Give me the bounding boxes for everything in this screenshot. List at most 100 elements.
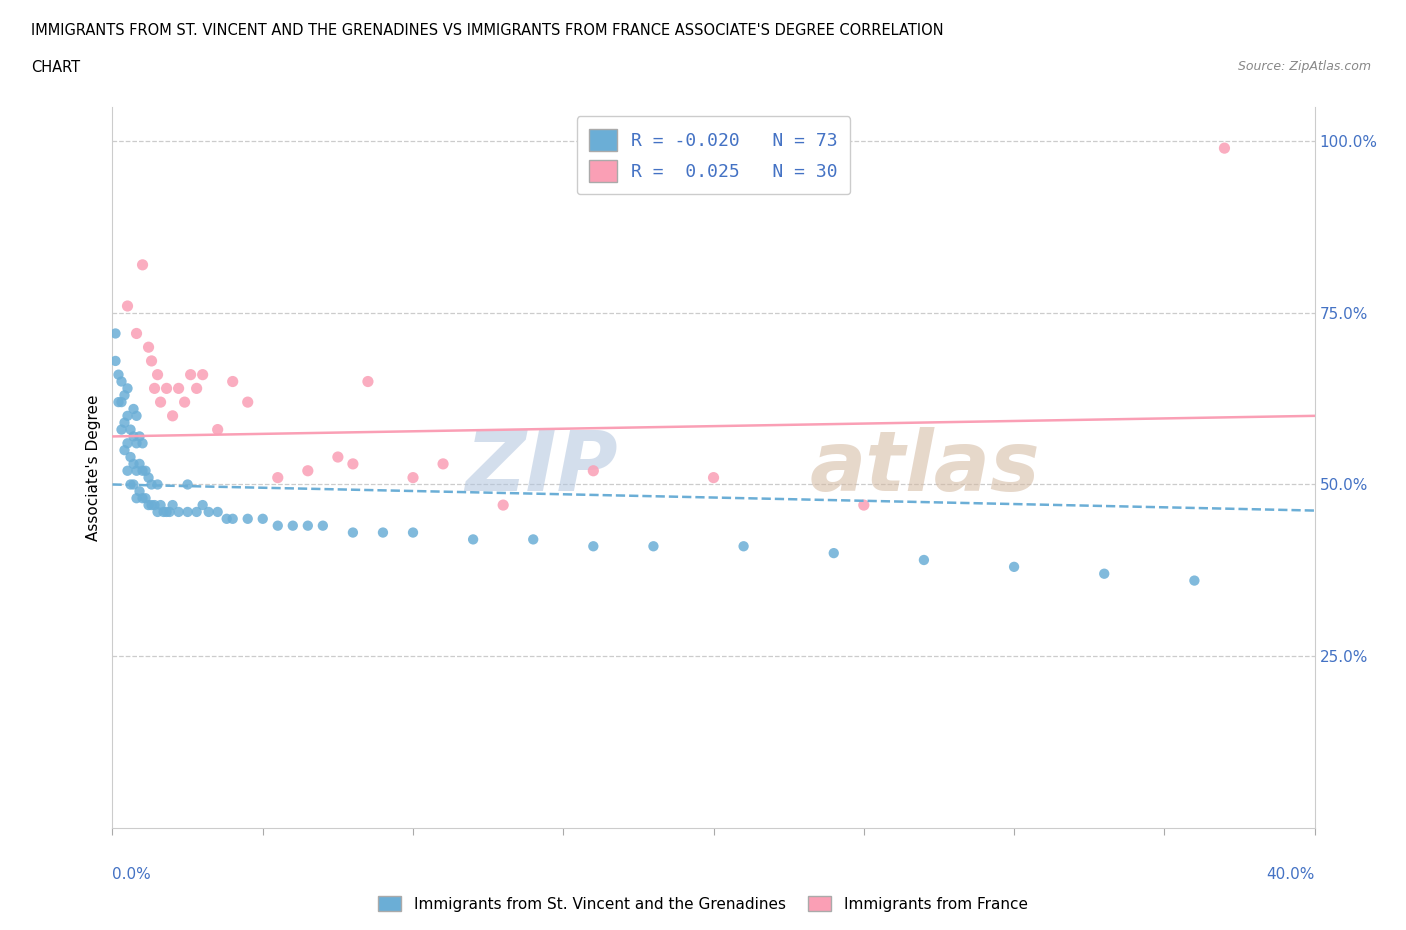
Point: [522, 532, 544, 547]
Point: [128, 484, 150, 498]
Point: [492, 498, 515, 512]
Point: [162, 498, 184, 512]
Point: [215, 512, 238, 526]
Point: [122, 402, 145, 417]
Legend: R = -0.020   N = 73, R =  0.025   N = 30: R = -0.020 N = 73, R = 0.025 N = 30: [576, 116, 851, 194]
Text: ZIP: ZIP: [465, 427, 617, 508]
Point: [357, 374, 380, 389]
Point: [155, 504, 177, 519]
Point: [152, 504, 174, 519]
Point: [207, 504, 229, 519]
Point: [128, 457, 150, 472]
Point: [582, 463, 605, 478]
Point: [104, 326, 127, 341]
Point: [122, 429, 145, 444]
Point: [146, 504, 169, 519]
Point: [461, 532, 484, 547]
Point: [1213, 140, 1236, 155]
Point: [141, 498, 163, 512]
Point: [222, 374, 245, 389]
Point: [120, 477, 142, 492]
Point: [146, 367, 169, 382]
Point: [138, 498, 160, 512]
Point: [297, 463, 319, 478]
Point: [131, 463, 153, 478]
Point: [643, 538, 665, 553]
Y-axis label: Associate's Degree: Associate's Degree: [86, 394, 101, 540]
Point: [402, 471, 425, 485]
Point: [191, 367, 214, 382]
Point: [135, 491, 157, 506]
Point: [104, 353, 127, 368]
Point: [149, 394, 172, 409]
Point: [107, 394, 129, 409]
Point: [131, 258, 153, 272]
Point: [176, 477, 198, 492]
Point: [186, 504, 208, 519]
Point: [117, 436, 139, 451]
Point: [141, 353, 163, 368]
Point: [114, 443, 136, 458]
Point: [125, 436, 148, 451]
Point: [236, 512, 259, 526]
Point: [312, 518, 335, 533]
Point: [582, 538, 605, 553]
Point: [135, 463, 157, 478]
Point: [114, 416, 136, 431]
Point: [114, 388, 136, 403]
Point: [131, 491, 153, 506]
Text: CHART: CHART: [31, 60, 80, 75]
Point: [1092, 566, 1115, 581]
Point: [125, 491, 148, 506]
Point: [342, 525, 364, 540]
Point: [371, 525, 394, 540]
Point: [733, 538, 755, 553]
Point: [117, 381, 139, 396]
Point: [128, 429, 150, 444]
Point: [110, 394, 132, 409]
Point: [141, 477, 163, 492]
Point: [120, 449, 142, 464]
Point: [297, 518, 319, 533]
Point: [110, 422, 132, 437]
Point: [122, 477, 145, 492]
Point: [149, 498, 172, 512]
Point: [852, 498, 875, 512]
Point: [267, 518, 290, 533]
Text: atlas: atlas: [810, 427, 1040, 508]
Text: Source: ZipAtlas.com: Source: ZipAtlas.com: [1237, 60, 1371, 73]
Point: [159, 504, 181, 519]
Point: [167, 381, 190, 396]
Point: [176, 504, 198, 519]
Point: [117, 463, 139, 478]
Point: [197, 504, 219, 519]
Point: [146, 477, 169, 492]
Text: 0.0%: 0.0%: [112, 868, 152, 883]
Point: [252, 512, 274, 526]
Point: [207, 422, 229, 437]
Point: [131, 436, 153, 451]
Point: [122, 457, 145, 472]
Point: [912, 552, 935, 567]
Point: [702, 471, 725, 485]
Point: [326, 449, 349, 464]
Point: [125, 326, 148, 341]
Point: [281, 518, 304, 533]
Point: [120, 422, 142, 437]
Point: [167, 504, 190, 519]
Point: [342, 457, 364, 472]
Point: [155, 381, 177, 396]
Point: [191, 498, 214, 512]
Point: [267, 471, 290, 485]
Point: [125, 463, 148, 478]
Point: [143, 381, 166, 396]
Point: [173, 394, 195, 409]
Text: IMMIGRANTS FROM ST. VINCENT AND THE GRENADINES VS IMMIGRANTS FROM FRANCE ASSOCIA: IMMIGRANTS FROM ST. VINCENT AND THE GREN…: [31, 23, 943, 38]
Point: [1184, 573, 1206, 588]
Point: [236, 394, 259, 409]
Point: [823, 546, 845, 561]
Point: [107, 367, 129, 382]
Point: [117, 299, 139, 313]
Point: [1002, 560, 1025, 575]
Point: [110, 374, 132, 389]
